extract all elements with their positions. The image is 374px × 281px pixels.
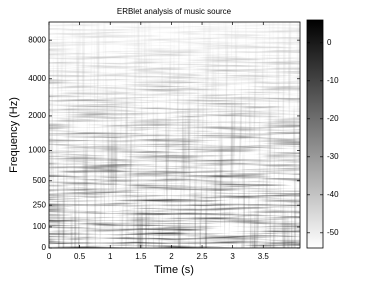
x-tick-label: 3 [230, 252, 235, 261]
x-tick-label: 3.5 [258, 252, 270, 261]
x-tick-label: 2 [169, 252, 174, 261]
x-tick-label: 1.5 [135, 252, 147, 261]
y-tick-label: 0 [42, 243, 47, 252]
x-tick-label: 0 [47, 252, 52, 261]
y-tick-label: 2000 [28, 111, 46, 120]
y-tick-label: 1000 [28, 146, 46, 155]
x-tick-label: 1 [108, 252, 113, 261]
colorbar-tick-label: 0 [327, 38, 332, 47]
chart-title: ERBlet analysis of music source [117, 7, 232, 16]
colorbar-tick-label: -50 [327, 228, 339, 237]
plot-frame [48, 21, 301, 249]
y-tick-label: 250 [33, 200, 47, 209]
spectrogram-texture [49, 22, 300, 248]
colorbar-tick-label: -40 [327, 190, 339, 199]
y-tick-label: 100 [33, 222, 47, 231]
x-tick-label: 2.5 [196, 252, 208, 261]
colorbar [306, 19, 324, 249]
colorbar-tick-label: -30 [327, 152, 339, 161]
y-tick-label: 8000 [28, 35, 46, 44]
colorbar-tick-label: -20 [327, 114, 339, 123]
x-axis-label: Time (s) [154, 264, 194, 276]
y-tick-label: 4000 [28, 74, 46, 83]
y-axis-label: Frequency (Hz) [8, 97, 20, 173]
x-tick-label: 0.5 [74, 252, 86, 261]
y-tick-label: 500 [33, 176, 47, 185]
colorbar-tick-label: -10 [327, 76, 339, 85]
